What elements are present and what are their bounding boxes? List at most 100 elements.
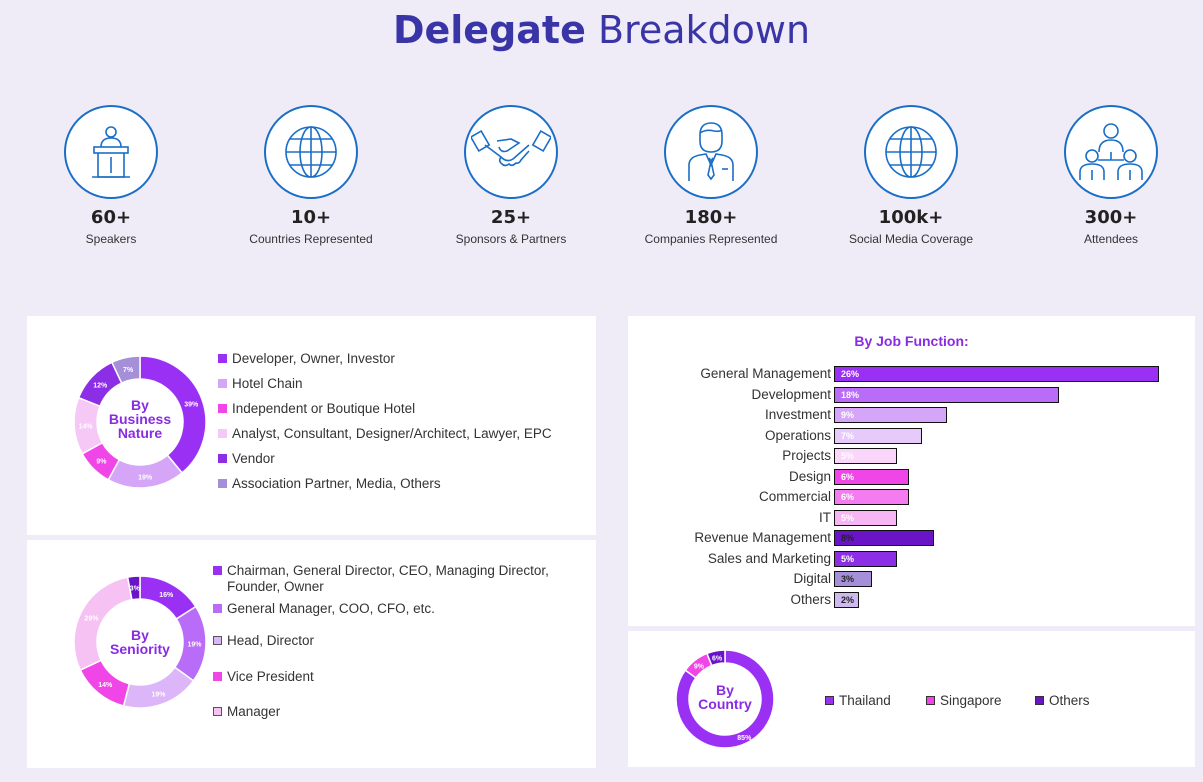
stat-label: Countries Represented <box>249 232 373 246</box>
bar-category-label: Operations <box>764 427 831 443</box>
legend-item: Independent or Boutique Hotel <box>218 401 415 417</box>
bar <box>834 550 897 567</box>
handshake-icon <box>464 105 558 199</box>
title-bold: Delegate <box>392 8 586 52</box>
stat-value: 25+ <box>490 207 532 228</box>
legend-swatch <box>926 696 935 705</box>
donut-slice <box>110 355 141 385</box>
donut-slice-label: 9% <box>694 663 705 670</box>
legend-text: General Manager, COO, CFO, etc. <box>227 601 435 616</box>
donut-slice <box>126 575 141 601</box>
legend-text: Manager <box>227 704 281 719</box>
bar <box>834 386 1059 403</box>
bar <box>834 448 897 464</box>
bar-category-label: Sales and Marketing <box>707 550 831 566</box>
legend-text: Association Partner, Media, Others <box>232 476 441 491</box>
legend-swatch <box>218 454 227 463</box>
stat-sponsors: 25+ Sponsors & Partners <box>411 105 611 246</box>
legend-swatch <box>213 604 222 613</box>
seniority-donut: 16% 19% 19% 14% 29% 3% <box>73 575 207 709</box>
donut-slice <box>705 649 726 667</box>
stat-speakers: 60+ Speakers <box>11 105 211 246</box>
legend-text: Chairman, General Director, CEO, Managin… <box>227 563 549 594</box>
stat-label: Sponsors & Partners <box>455 232 567 246</box>
legend-text: Head, Director <box>227 633 315 648</box>
bar-category-label: Digital <box>793 571 831 586</box>
legend-text: Developer, Owner, Investor <box>232 351 395 366</box>
legend-item: Vice President <box>213 669 314 685</box>
legend-item: Chairman, General Director, CEO, Managin… <box>213 563 577 595</box>
bar-value-label: 6% <box>841 492 855 502</box>
bar-category-label: Revenue Management <box>694 530 831 545</box>
stat-value: 100k+ <box>878 207 944 228</box>
bar <box>834 407 947 423</box>
center-line: Nature <box>117 425 163 441</box>
center-line: By <box>131 627 149 643</box>
bar <box>834 468 909 485</box>
donut-slice-label: 7% <box>123 367 134 374</box>
legend-swatch <box>213 707 222 716</box>
legend-item: Vendor <box>218 451 275 467</box>
donut-slice <box>122 666 195 709</box>
bar-value-label: 5% <box>841 512 855 523</box>
legend-swatch <box>213 566 222 575</box>
bar-category-label: Others <box>790 591 831 607</box>
bar <box>834 509 897 526</box>
globe-icon <box>864 105 958 199</box>
bar-value-label: 7% <box>841 430 855 441</box>
bar <box>834 591 859 608</box>
center-line: Business <box>108 411 172 427</box>
donut-slice-label: 19% <box>138 474 153 481</box>
center-line: By <box>131 397 149 413</box>
center-line: Country <box>698 696 752 712</box>
legend-text: Vice President <box>227 669 314 684</box>
bar-value-label: 8% <box>841 533 855 543</box>
donut-slice-label: 14% <box>98 682 113 689</box>
donut-center-label: By Seniority <box>100 628 180 656</box>
donut-slice-label: 19% <box>187 642 202 649</box>
donut-slice-label: 6% <box>712 655 723 662</box>
bar-category-label: Development <box>751 386 831 402</box>
legend-swatch <box>218 479 227 488</box>
legend-item: Head, Director <box>213 633 314 649</box>
job-function-title: By Job Function: <box>854 333 969 349</box>
seniority-card: 16% 19% 19% 14% 29% 3% By Seniority Chairman,… <box>27 540 596 768</box>
center-line: By <box>716 682 734 698</box>
bar-value-label: 5% <box>841 451 855 461</box>
stat-social: 100k+ Social Media Coverage <box>811 105 1011 246</box>
stat-attendees: 300+ Attendees <box>1011 105 1203 246</box>
bar-value-label: 2% <box>841 594 855 605</box>
page-title: Delegate Breakdown <box>0 8 1203 52</box>
donut-slice-label: 9% <box>96 459 107 466</box>
business-nature-card: 39% 19% 9% 14% 12% 7% By Business Nature Deve… <box>27 316 596 535</box>
bar-value-label: 9% <box>841 410 855 420</box>
stat-value: 60+ <box>90 207 132 228</box>
legend-swatch <box>213 672 222 681</box>
bar <box>834 489 909 505</box>
bar-value-label: 26% <box>841 369 860 379</box>
legend-text: Vendor <box>232 451 275 466</box>
legend-text: Analyst, Consultant, Designer/Architect,… <box>232 426 552 441</box>
legend-text: Independent or Boutique Hotel <box>232 401 416 416</box>
bar-category-label: General Management <box>700 366 831 381</box>
bar-category-label: Design <box>788 468 831 484</box>
legend-text: Singapore <box>940 693 1002 708</box>
legend-text: Others <box>1049 693 1090 708</box>
legend-item: Association Partner, Media, Others <box>218 476 441 492</box>
country-card: 85% 9% 6% By Country Thailand Singapore Ot… <box>628 631 1195 767</box>
legend-swatch <box>218 354 227 363</box>
bar-category-label: IT <box>819 509 831 525</box>
bar-value-label: 6% <box>841 471 855 482</box>
stat-companies: 180+ Companies Represented <box>611 105 811 246</box>
bar-category-label: Projects <box>782 448 831 463</box>
legend-text: Hotel Chain <box>232 376 303 391</box>
bar <box>834 366 1159 382</box>
legend-swatch <box>218 429 227 438</box>
legend-item: Others <box>1035 693 1090 709</box>
stat-value: 300+ <box>1084 207 1138 228</box>
stat-value: 180+ <box>684 207 738 228</box>
country-donut: 85% 9% 6% <box>675 649 775 749</box>
stat-value: 10+ <box>290 207 332 228</box>
donut-slice-label: 85% <box>737 735 752 742</box>
legend-item: Analyst, Consultant, Designer/Architect,… <box>218 426 552 442</box>
